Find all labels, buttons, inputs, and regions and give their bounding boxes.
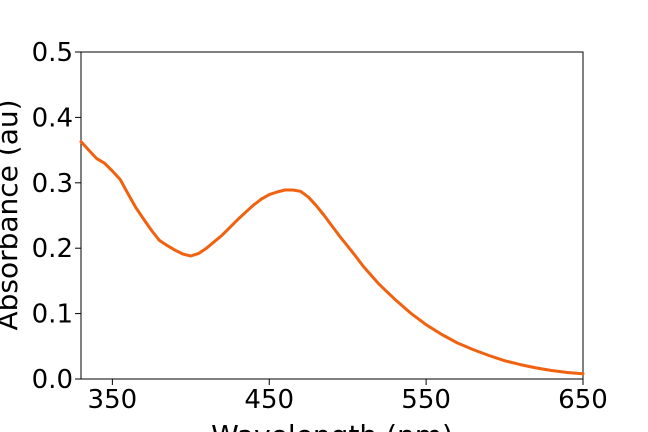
y-tick-label: 0.2 bbox=[32, 234, 73, 264]
y-tick-label: 0.0 bbox=[32, 365, 73, 395]
y-tick-label: 0.4 bbox=[32, 103, 73, 133]
plot-frame bbox=[80, 51, 584, 380]
y-axis-ticks: 0.0 0.1 0.2 0.3 0.4 0.5 bbox=[32, 38, 81, 395]
y-tick-label: 0.3 bbox=[32, 169, 73, 199]
x-axis-ticks: 350 450 550 650 bbox=[88, 379, 608, 415]
x-axis-title: Wavelength (nm) bbox=[211, 419, 453, 432]
x-tick-label: 450 bbox=[244, 385, 294, 415]
absorbance-series-line bbox=[79, 140, 585, 376]
x-tick-label: 550 bbox=[401, 385, 451, 415]
y-tick-label: 0.5 bbox=[32, 38, 73, 68]
y-axis-title: Absorbance (au) bbox=[0, 99, 24, 330]
x-tick-label: 350 bbox=[88, 385, 138, 415]
x-tick-label: 650 bbox=[558, 385, 608, 415]
y-tick-label: 0.1 bbox=[32, 300, 73, 330]
